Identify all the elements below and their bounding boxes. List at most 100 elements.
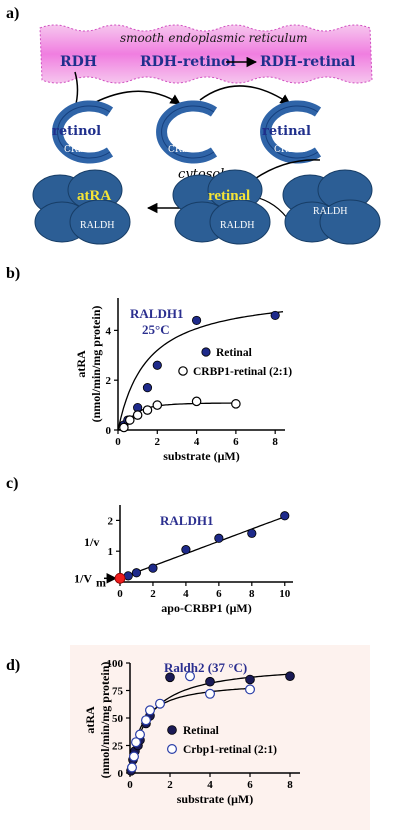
er-band — [39, 24, 373, 84]
data-point — [205, 676, 215, 687]
data-point — [191, 396, 202, 407]
crbp-label-3: CRBP1 — [274, 145, 306, 155]
data-point — [119, 422, 129, 433]
x-tick-label: 8 — [272, 436, 278, 448]
panel-label-b: b) — [6, 265, 20, 282]
x-tick-label: 4 — [183, 588, 189, 600]
chart-title: RALDH1 — [160, 513, 213, 528]
chart-title: Raldh2 (37 °C) — [164, 660, 247, 675]
arrow-to-crbp-retinal — [199, 85, 291, 105]
data-point — [148, 563, 158, 573]
legend-marker — [167, 725, 177, 735]
crbp-label-1: CRBP1 — [64, 145, 96, 155]
legend-marker — [201, 347, 211, 357]
y-tick-label: 2 — [108, 515, 114, 527]
raldh-retinal-text: retinal — [208, 188, 250, 204]
y-tick-label: 2 — [106, 375, 112, 387]
x-tick-label: 2 — [155, 436, 161, 448]
data-point — [270, 310, 280, 321]
crbp-label-2: CRBP1 — [168, 145, 200, 155]
data-point — [142, 383, 153, 393]
data-point — [145, 705, 156, 716]
intercept-subscript: m — [96, 575, 106, 589]
raldh-label-2: RALDH — [220, 220, 254, 231]
x-tick-label: 4 — [194, 436, 200, 448]
raldh-label-3: RALDH — [313, 206, 347, 217]
x-axis-label: substrate (μM) — [163, 449, 239, 463]
x-tick-label: 6 — [216, 588, 222, 600]
x-tick-label: 2 — [150, 588, 156, 600]
data-point — [126, 762, 137, 773]
raldh-retinal-cluster: retinal RALDH — [172, 169, 271, 245]
panel-label-d: d) — [6, 657, 20, 674]
data-point — [155, 698, 166, 709]
legend-marker — [167, 743, 178, 754]
legend-label: Retinal — [216, 347, 252, 359]
data-point — [285, 671, 295, 681]
crbp-retinal-complex: retinal CRBP1 — [260, 100, 322, 164]
panel-label-a: a) — [6, 5, 19, 22]
intercept-point — [114, 572, 126, 584]
intercept-label: 1/V — [74, 571, 92, 585]
x-tick-label: 8 — [249, 588, 255, 600]
chart-title: RALDH1 — [130, 306, 183, 321]
y-axis-unit: (nmol/min/mg protein) — [98, 662, 112, 779]
raldh-atra-cluster: atRA RALDH — [32, 169, 131, 245]
legend-label: CRBP1-retinal (2:1) — [193, 366, 292, 378]
raldh-empty-cluster: RALDH — [282, 169, 381, 245]
data-point — [214, 533, 224, 543]
chart-d: 0 2 4 6 8 0 25 50 75 100 substrate (μM) atRA (nmol/m… — [83, 658, 300, 806]
legend-label: Crbp1-retinal (2:1) — [183, 744, 277, 756]
x-tick-label: 6 — [233, 436, 239, 448]
data-point — [231, 399, 241, 409]
x-tick-label: 0 — [115, 436, 121, 448]
fit-curve — [117, 311, 284, 431]
y-tick-label: 25 — [112, 741, 124, 753]
data-point — [132, 410, 143, 420]
crbp-empty: CRBP1 — [156, 100, 218, 164]
data-point — [131, 568, 142, 578]
y-tick-label: 0 — [106, 425, 112, 437]
y-tick-label: 4 — [106, 325, 112, 337]
data-point — [205, 688, 216, 699]
data-point — [185, 671, 196, 682]
data-point — [191, 315, 202, 326]
data-point — [141, 715, 152, 726]
chart-d-background — [70, 645, 370, 830]
legend-label: Retinal — [183, 725, 219, 737]
fit-curve — [119, 514, 289, 579]
x-axis-label: apo-CRBP1 (μM) — [161, 601, 251, 615]
y-axis-label: 1/v — [84, 535, 99, 549]
x-tick-label: 6 — [247, 779, 253, 791]
data-point — [129, 751, 140, 762]
y-axis-label: atRA — [74, 350, 88, 378]
data-point — [124, 415, 135, 425]
arrow-to-crbp-empty — [89, 90, 181, 106]
data-point — [181, 545, 191, 555]
data-point — [245, 674, 255, 685]
rdh-retinol-label: RDH-retinol — [140, 54, 236, 70]
rdh-retinal-label: RDH-retinal — [260, 54, 355, 70]
data-point — [131, 737, 142, 748]
y-axis-unit: (nmol/min/mg protein) — [89, 306, 103, 423]
y-tick-label: 50 — [112, 713, 124, 725]
data-point — [142, 405, 153, 415]
rdh-label: RDH — [60, 54, 97, 70]
legend-marker — [178, 366, 188, 376]
raldh-atra-text: atRA — [77, 188, 111, 204]
x-tick-label: 4 — [207, 779, 213, 791]
x-tick-label: 8 — [287, 779, 293, 791]
y-axis-label: atRA — [83, 706, 97, 734]
data-point — [245, 684, 256, 695]
x-tick-label: 10 — [279, 588, 291, 600]
data-point — [165, 672, 175, 683]
crbp-retinol-complex: retinol CRBP1 — [52, 100, 114, 164]
data-point — [152, 400, 163, 410]
x-tick-label: 0 — [117, 588, 123, 600]
crbp-retinol-text: retinol — [52, 124, 101, 139]
x-axis-label: substrate (μM) — [177, 792, 253, 806]
panel-label-c: c) — [6, 475, 18, 492]
crbp-retinal-text: retinal — [262, 124, 311, 139]
